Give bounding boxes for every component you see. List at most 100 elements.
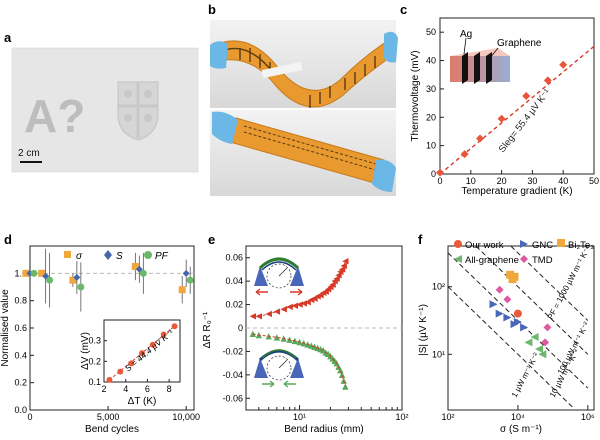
panel-e-point <box>338 371 346 379</box>
panel-label-e: e <box>208 232 215 247</box>
panel-f-point <box>543 323 552 332</box>
panel-e-point <box>286 303 293 311</box>
panel-d-inset-ytick-label: 0.2 <box>88 356 101 366</box>
panel-e-point <box>249 330 257 338</box>
panel-d-xtick-label: 0 <box>27 412 32 422</box>
panel-d-inset-xtick-label: 4 <box>123 384 128 394</box>
panel-d-inset-point <box>117 368 124 375</box>
panel-a: a A? 2 cm <box>4 30 199 173</box>
panel-d-point <box>77 283 85 291</box>
panel-f-point <box>503 295 512 304</box>
panel-f-point <box>530 333 539 342</box>
panel-d-xtick-label: 10,000 <box>172 412 200 422</box>
panel-e-point <box>273 308 281 315</box>
panel-c-ytick-label: 40 <box>426 56 436 66</box>
panel-c-point <box>460 150 469 159</box>
panel-c-points <box>436 60 568 177</box>
panel-d-ylabel: Normalised value <box>0 289 11 367</box>
panel-label-a: a <box>4 30 12 45</box>
panel-d-inset-point <box>106 376 113 383</box>
panel-c-inset-label-ag: Ag <box>460 29 472 40</box>
legend-s: S <box>116 251 123 262</box>
panel-d-point <box>131 263 139 270</box>
panel-d-point <box>69 276 77 284</box>
panel-c-inset-device <box>450 37 510 84</box>
panel-c-point <box>522 92 531 100</box>
panel-e-ytick-label: 0.04 <box>225 276 243 286</box>
panel-e-ytick-label: -0.06 <box>222 393 243 403</box>
panel-f-xlabel: σ (S m⁻¹) <box>500 424 542 435</box>
panel-e-ytick-label: -0.02 <box>222 346 243 356</box>
panel-d-ytick-label: 0.0 <box>14 405 27 415</box>
panel-f-point <box>513 309 522 318</box>
panel-d-ytick-label: 1.0 <box>14 268 27 278</box>
panel-c-xtick-label: 40 <box>558 176 568 186</box>
panel-f-pf-line <box>475 245 589 355</box>
panel-label-b: b <box>208 2 216 17</box>
panel-d-point <box>139 269 147 277</box>
panel-c-ytick-label: 20 <box>426 112 436 122</box>
panel-f-ytick-label: 10¹ <box>432 349 445 359</box>
panel-d-point <box>46 276 54 284</box>
panel-e-ytick-label: 0.02 <box>225 300 243 310</box>
panel-f-ytick-label: 10² <box>432 282 445 292</box>
panel-f-point <box>503 313 512 322</box>
panel-f-point <box>524 338 533 347</box>
panel-d-point <box>186 276 194 284</box>
panel-d-xlabel: Bend cycles <box>85 424 139 435</box>
panel-c-point <box>497 114 506 123</box>
panel-f-point <box>510 320 519 329</box>
panel-e-point <box>335 272 342 279</box>
panel-c-fit-line <box>439 45 595 175</box>
panel-d-points <box>22 248 194 312</box>
panel-d-point <box>22 269 30 277</box>
panel-c-ylabel: Thermovoltage (mV) <box>410 50 421 141</box>
panel-f-pf-line <box>447 286 575 409</box>
panel-f-point <box>541 338 550 347</box>
panel-d-ticks: 0 5,000 10,000 0.0 0.2 0.4 0.6 0.8 1.0 <box>14 268 199 422</box>
panel-e-fit-curve-compressive <box>252 333 346 387</box>
panel-e-compressive-schematic <box>254 349 304 388</box>
panel-label-c: c <box>400 2 407 17</box>
panel-label-d: d <box>4 232 12 247</box>
panel-c-xtick-label: 0 <box>437 176 442 186</box>
panel-f: f 10² 10⁴ 10⁶ 10¹ 10² Our work GNC All-graph… <box>418 232 595 435</box>
panel-e-point <box>337 366 344 374</box>
panel-f-point <box>520 323 529 332</box>
panel-f-pf-line-1: 1 µW m⁻¹ K⁻² <box>510 351 541 399</box>
panel-c-axes-frame <box>439 17 595 175</box>
panel-f-point <box>495 285 504 294</box>
panel-d-point <box>73 273 81 281</box>
flexible-device-twisted-photo <box>210 20 398 108</box>
panel-d-inset-point <box>149 341 156 348</box>
panel-c: c 0 10 20 30 40 50 0 10 20 30 40 50 Temperature gra… <box>400 2 599 197</box>
panel-d-ytick-label: 0.4 <box>14 350 27 360</box>
panel-c-point <box>436 168 444 177</box>
panel-d-ytick-label: 0.2 <box>14 378 27 388</box>
panel-d-inset-xtick-label: 6 <box>145 384 150 394</box>
panel-f-legend: Our work GNC All-graphene TMD Bi₂Te₃ <box>454 239 594 266</box>
panel-c-xtick-label: 50 <box>589 176 599 186</box>
panel-e-point <box>340 262 347 270</box>
panel-e-ylabel: ΔR R₀⁻¹ <box>202 311 213 348</box>
panel-d-inset-xlabel: ΔT (K) <box>128 396 157 407</box>
panel-f-xtick-label: 10² <box>441 412 454 422</box>
panel-e-ytick-label: 0 <box>238 323 243 333</box>
panel-e-point <box>342 258 349 265</box>
panel-label-f: f <box>418 232 423 247</box>
panel-c-point <box>476 134 485 143</box>
panel-d-inset-xtick-label: 2 <box>101 384 106 394</box>
panel-d-inset-xtick-label: 8 <box>167 384 172 394</box>
panel-d-xtick-label: 5,000 <box>97 412 120 422</box>
panel-e-xtick-label: 10¹ <box>293 412 306 422</box>
panel-d-ytick-label: 0.8 <box>14 296 27 306</box>
panel-d-legend: σ S PF <box>64 250 169 262</box>
panel-e-xlabel: Bend radius (mm) <box>284 424 363 435</box>
panel-d-inset-point <box>171 323 178 330</box>
panel-e-point <box>273 334 281 341</box>
panel-d-ytick-label: 0.6 <box>14 323 27 333</box>
panel-c-xtick-label: 20 <box>497 176 507 186</box>
panel-c-ytick-label: 30 <box>426 84 436 94</box>
panel-d-inset-ytick-label: 0.3 <box>88 336 101 346</box>
